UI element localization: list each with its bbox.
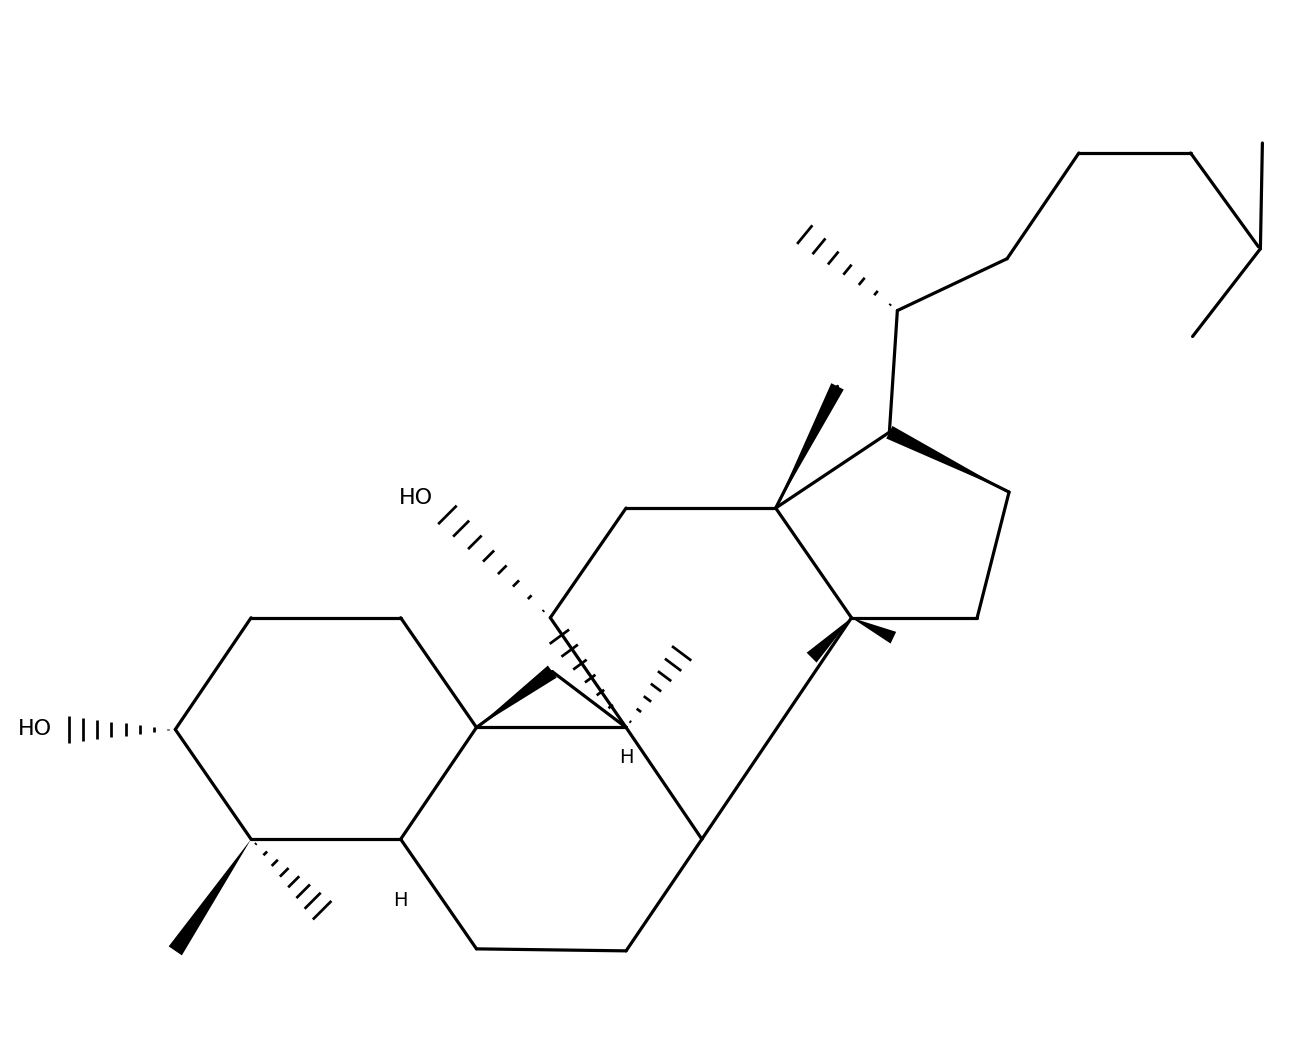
Text: HO: HO	[398, 488, 432, 508]
Polygon shape	[807, 617, 851, 662]
Polygon shape	[775, 384, 844, 508]
Text: HO: HO	[17, 720, 51, 740]
Polygon shape	[477, 665, 557, 727]
Polygon shape	[168, 839, 251, 956]
Polygon shape	[851, 617, 896, 643]
Text: H: H	[393, 892, 407, 911]
Polygon shape	[886, 425, 1009, 493]
Text: H: H	[619, 748, 633, 767]
